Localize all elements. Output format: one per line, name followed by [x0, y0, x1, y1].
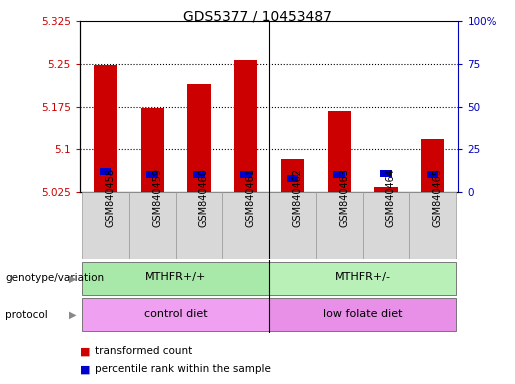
FancyBboxPatch shape	[176, 192, 222, 259]
Bar	[363, 21, 409, 192]
FancyBboxPatch shape	[316, 192, 363, 259]
Bar	[316, 21, 363, 192]
Text: GDS5377 / 10453487: GDS5377 / 10453487	[183, 10, 332, 23]
Bar	[269, 21, 316, 192]
Text: transformed count: transformed count	[95, 346, 193, 356]
Bar	[234, 60, 258, 192]
Bar	[82, 21, 129, 192]
Text: GSM840458: GSM840458	[106, 168, 115, 227]
Text: GSM840462: GSM840462	[293, 168, 302, 227]
Bar	[129, 21, 176, 192]
Text: ▶: ▶	[68, 273, 76, 283]
Text: GSM840465: GSM840465	[433, 168, 443, 227]
Text: ▶: ▶	[68, 310, 76, 320]
Bar	[421, 139, 444, 192]
Bar	[287, 175, 298, 182]
Text: protocol: protocol	[5, 310, 48, 320]
FancyBboxPatch shape	[409, 192, 456, 259]
Bar	[187, 84, 211, 192]
Text: ■: ■	[80, 346, 90, 356]
Bar	[427, 172, 438, 178]
Bar	[193, 172, 205, 178]
Bar	[94, 65, 117, 192]
Bar	[333, 172, 345, 178]
Bar	[281, 159, 304, 192]
Bar	[374, 187, 398, 192]
Bar	[380, 170, 392, 177]
Text: MTHFR+/-: MTHFR+/-	[335, 273, 390, 283]
FancyBboxPatch shape	[82, 298, 269, 331]
Text: GSM840463: GSM840463	[339, 168, 349, 227]
Bar	[222, 21, 269, 192]
Text: GSM840461: GSM840461	[246, 168, 256, 227]
Bar	[328, 111, 351, 192]
Text: percentile rank within the sample: percentile rank within the sample	[95, 364, 271, 374]
Bar	[176, 21, 222, 192]
Bar	[100, 168, 111, 175]
Bar	[240, 172, 251, 178]
FancyBboxPatch shape	[82, 262, 269, 295]
Text: GSM840464: GSM840464	[386, 168, 396, 227]
Text: genotype/variation: genotype/variation	[5, 273, 104, 283]
FancyBboxPatch shape	[269, 298, 456, 331]
FancyBboxPatch shape	[129, 192, 176, 259]
Text: GSM840459: GSM840459	[152, 168, 162, 227]
FancyBboxPatch shape	[363, 192, 409, 259]
FancyBboxPatch shape	[82, 192, 129, 259]
Text: MTHFR+/+: MTHFR+/+	[145, 273, 207, 283]
Text: ■: ■	[80, 364, 90, 374]
Bar	[146, 172, 158, 178]
Text: GSM840460: GSM840460	[199, 168, 209, 227]
FancyBboxPatch shape	[222, 192, 269, 259]
Bar	[409, 21, 456, 192]
FancyBboxPatch shape	[269, 192, 316, 259]
Text: low folate diet: low folate diet	[323, 309, 402, 319]
Text: control diet: control diet	[144, 309, 208, 319]
FancyBboxPatch shape	[269, 262, 456, 295]
Bar	[141, 108, 164, 192]
